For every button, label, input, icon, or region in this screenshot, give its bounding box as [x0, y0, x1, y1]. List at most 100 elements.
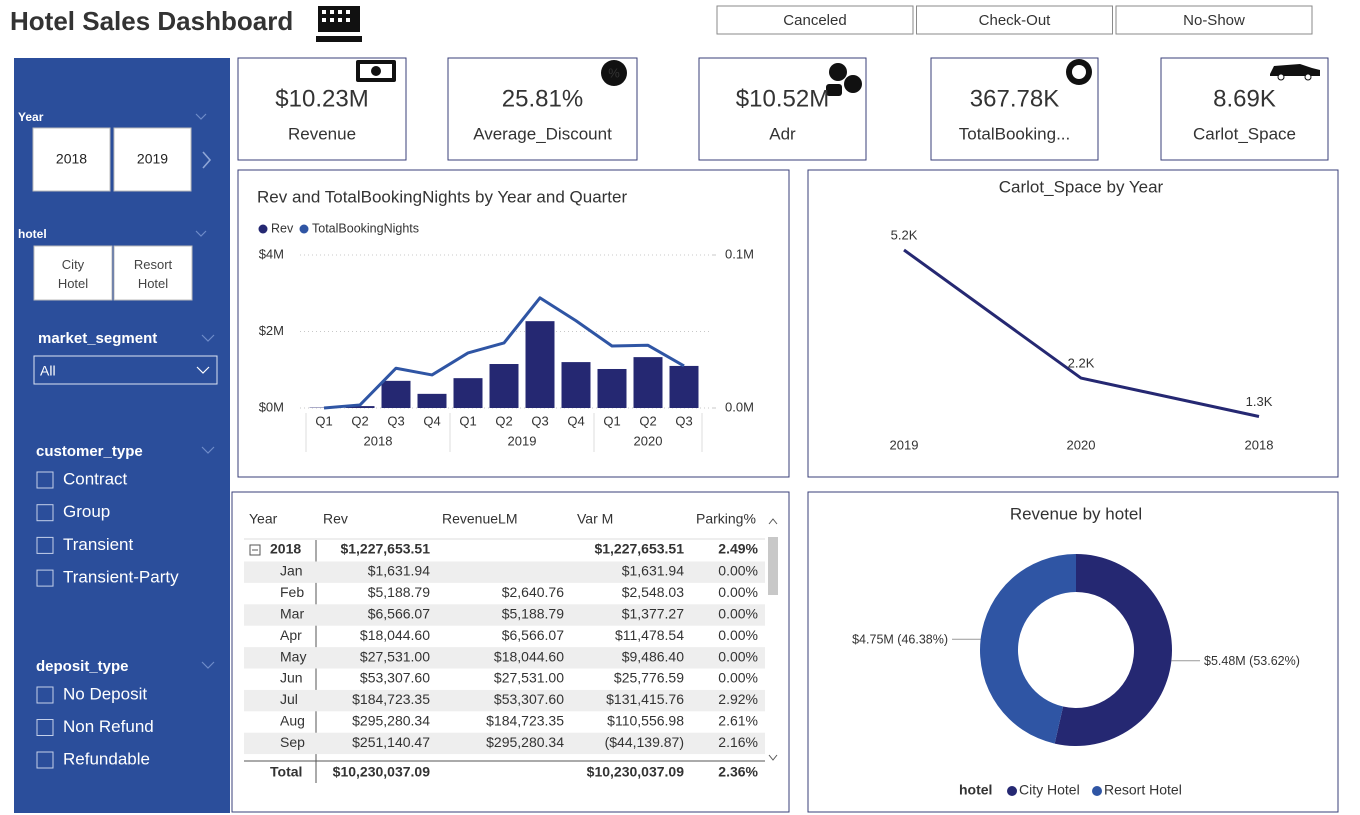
kpi-value: $10.23M: [275, 85, 368, 112]
kpi-label: Carlot_Space: [1193, 124, 1296, 143]
kpi-label: Adr: [769, 124, 796, 143]
kpi-value: 8.69K: [1213, 85, 1276, 112]
x-group-label: 2019: [508, 433, 537, 448]
slicer-tile[interactable]: [33, 245, 113, 301]
kpi-value: 367.78K: [970, 85, 1059, 112]
dropdown-value[interactable]: All: [40, 363, 56, 379]
table-cell: $10,230,037.09: [587, 764, 685, 780]
legend-marker: [299, 224, 309, 234]
table-cell: $295,280.34: [352, 713, 430, 729]
x-tick-label: Q1: [603, 413, 620, 428]
table-cell: Aug: [280, 713, 305, 729]
legend-title: hotel: [959, 782, 992, 798]
data-label: 1.3K: [1246, 394, 1273, 409]
page-title: Hotel Sales Dashboard: [10, 6, 293, 36]
dropdown-frame[interactable]: [33, 355, 218, 385]
icon-glyph: %: [608, 65, 620, 80]
x-tick-label: Q1: [315, 413, 332, 428]
checkbox-label[interactable]: Refundable: [63, 749, 150, 768]
slicer-item: 2018: [56, 151, 87, 167]
donut-panel: [807, 491, 1339, 813]
kpi-label: Average_Discount: [473, 124, 612, 143]
bar: [381, 380, 411, 408]
y2-tick-label: 0.1M: [725, 246, 754, 261]
checkbox[interactable]: [36, 536, 54, 554]
checkbox[interactable]: [36, 504, 54, 522]
slicer-tile[interactable]: [113, 127, 192, 192]
bar: [417, 393, 447, 408]
column-header: RevenueLM: [442, 511, 518, 527]
x-tick-label: Q1: [459, 413, 476, 428]
table-cell: 0.00%: [718, 648, 758, 664]
row-shade: [244, 689, 765, 712]
bar: [345, 406, 375, 408]
table-cell: $1,377.27: [622, 606, 684, 622]
line-panel: [807, 169, 1339, 478]
x-tick-label: 2020: [1067, 437, 1096, 452]
table-cell: $53,307.60: [494, 691, 564, 707]
table-cell: $5,188.79: [368, 584, 430, 600]
table-cell: $18,044.60: [494, 648, 564, 664]
checkbox-label[interactable]: Contract: [63, 469, 128, 488]
table-cell: $295,280.34: [486, 734, 564, 750]
y-tick-label: $0M: [259, 399, 284, 414]
bar: [453, 378, 483, 408]
table-cell: ($44,139.87): [605, 734, 684, 750]
checkbox-label[interactable]: Transient: [63, 535, 134, 554]
row-shade: [244, 732, 765, 755]
row-shade: [244, 561, 765, 583]
checkbox[interactable]: [36, 719, 54, 736]
kpi-icons: %: [356, 59, 1320, 96]
y-tick-label: $2M: [259, 323, 284, 338]
slicer-item: Resort Hotel: [134, 257, 173, 291]
checkbox[interactable]: [36, 471, 54, 489]
button-frame: [916, 5, 1113, 35]
x-tick-label: Q2: [351, 413, 368, 428]
bar: [525, 321, 555, 408]
slicers: Year 2018 2019 hotel City Hotel Resort Hotel mar…: [18, 110, 193, 769]
x-tick-label: Q4: [423, 413, 440, 428]
slicer-tile[interactable]: [32, 127, 111, 192]
table-cell: 2.92%: [718, 691, 758, 707]
table-cell: $6,566.07: [502, 627, 564, 643]
table-cell: $27,531.00: [494, 670, 564, 686]
checkbox-label[interactable]: Transient-Party: [63, 568, 179, 587]
x-tick-label: 2018: [1245, 437, 1274, 452]
legend-marker: [1007, 786, 1017, 796]
checkbox[interactable]: [36, 569, 54, 587]
kpi-label: Revenue: [288, 124, 356, 143]
bar: [489, 364, 519, 408]
legend-label: Rev: [271, 221, 294, 235]
checkbox-label[interactable]: Group: [63, 502, 110, 521]
slicer-title: deposit_type: [36, 658, 129, 675]
checkbox[interactable]: [36, 686, 54, 704]
slicer-tile[interactable]: [113, 245, 193, 301]
checkbox-label[interactable]: No Deposit: [63, 684, 147, 703]
table-cell: $10,230,037.09: [333, 764, 431, 780]
row-shade: [244, 647, 765, 669]
table-cell: 0.00%: [718, 606, 758, 622]
x-tick-label: Q4: [567, 413, 584, 428]
slicer-chevrons: [195, 113, 215, 669]
chart-title: Rev and TotalBookingNights by Year and Q…: [257, 187, 627, 206]
column-header: Year: [249, 511, 278, 527]
table-cell: $184,723.35: [352, 691, 430, 707]
table-cell: $11,478.54: [615, 627, 684, 643]
filter-button[interactable]: Check-Out: [916, 5, 1113, 35]
table-cell: $5,188.79: [502, 606, 564, 622]
filter-button[interactable]: Canceled: [716, 5, 914, 35]
bar: [669, 365, 699, 408]
filter-button[interactable]: No-Show: [1115, 5, 1313, 35]
x-tick-label: Q2: [495, 413, 512, 428]
checkbox[interactable]: [36, 751, 54, 769]
button-frame: [716, 5, 914, 35]
checkbox-label[interactable]: Non Refund: [63, 717, 154, 736]
table-cell: Sep: [280, 734, 305, 750]
bar: [561, 362, 591, 408]
table-cell: $2,640.76: [502, 584, 564, 600]
table-cell: 0.00%: [718, 584, 758, 600]
slicer-item-line: Hotel: [138, 276, 168, 291]
x-tick-label: Q3: [675, 413, 692, 428]
table-cell: $1,227,653.51: [340, 541, 430, 557]
x-tick-label: Q3: [531, 413, 548, 428]
